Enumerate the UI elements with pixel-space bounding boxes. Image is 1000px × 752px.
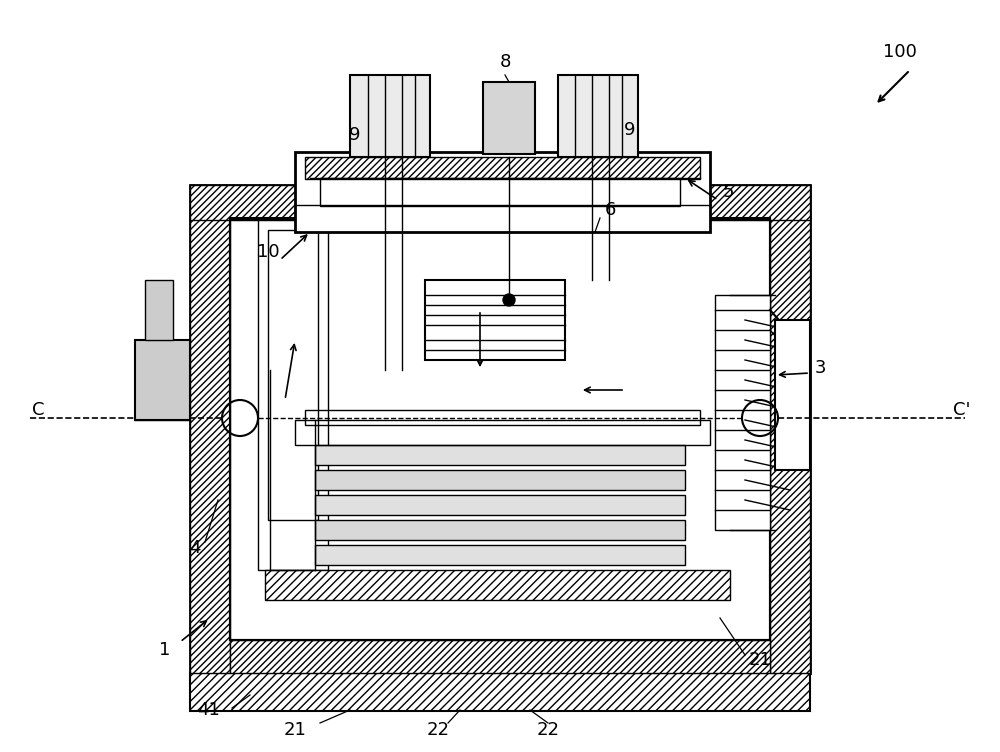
Bar	[315, 520, 685, 540]
Text: 8: 8	[499, 53, 511, 71]
Bar	[190, 673, 810, 711]
Text: C': C'	[953, 401, 971, 419]
Bar	[315, 495, 685, 515]
Text: 3: 3	[814, 359, 826, 377]
Text: 100: 100	[883, 43, 917, 61]
Text: 9: 9	[624, 121, 636, 139]
Bar	[315, 470, 685, 490]
Bar	[350, 75, 430, 157]
Text: 22: 22	[536, 721, 560, 739]
Bar	[190, 185, 810, 220]
Text: 41: 41	[197, 701, 219, 719]
Bar	[295, 152, 710, 232]
Text: 4: 4	[189, 539, 201, 557]
Bar	[145, 280, 173, 340]
Bar	[135, 340, 190, 420]
Bar	[268, 230, 318, 520]
Text: 1: 1	[159, 641, 171, 659]
Bar	[230, 640, 770, 673]
Text: 5: 5	[722, 183, 734, 201]
Bar	[483, 82, 535, 154]
Bar	[425, 280, 565, 360]
Text: 9: 9	[349, 126, 361, 144]
Bar	[305, 410, 700, 425]
Bar	[775, 320, 810, 470]
Bar	[305, 157, 700, 179]
Bar	[770, 185, 810, 673]
Bar	[295, 420, 710, 445]
Bar	[265, 570, 730, 600]
Text: 21: 21	[284, 721, 306, 739]
Bar	[558, 75, 638, 157]
Text: C: C	[32, 401, 44, 419]
Bar	[190, 185, 230, 673]
Bar	[190, 185, 810, 673]
Text: 10: 10	[257, 243, 279, 261]
Text: 6: 6	[604, 201, 616, 219]
Bar	[230, 218, 770, 640]
Text: 21: 21	[749, 651, 771, 669]
Circle shape	[503, 294, 515, 306]
Text: 22: 22	[426, 721, 450, 739]
Bar	[715, 295, 770, 530]
Bar	[258, 220, 328, 570]
Bar	[315, 545, 685, 565]
Bar	[320, 178, 680, 206]
Bar	[315, 445, 685, 465]
